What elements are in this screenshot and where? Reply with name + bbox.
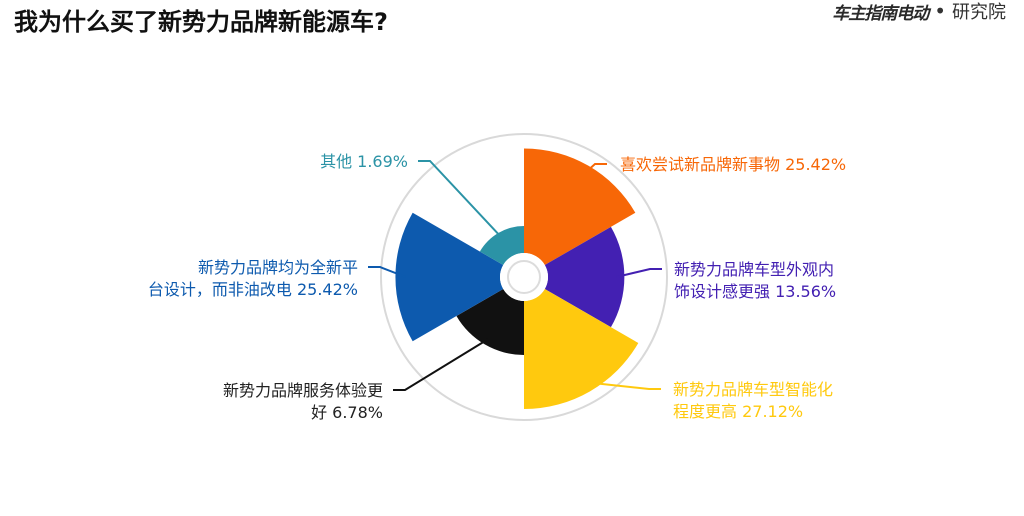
slice-label-0-0: 喜欢尝试新品牌新事物 25.42% xyxy=(620,155,846,174)
leader-line-2 xyxy=(584,381,661,390)
rose-slice-4 xyxy=(395,212,504,342)
rose-slice-3 xyxy=(456,289,524,355)
center-hub xyxy=(500,253,548,301)
brand-logo-mark: 车主指南电动 xyxy=(832,3,929,24)
slice-label-1-1: 饰设计感更强 13.56% xyxy=(674,282,836,301)
slice-label-5-0: 其他 1.69% xyxy=(320,152,408,171)
rose-slice-5 xyxy=(479,226,524,265)
chart-title: 我为什么买了新势力品牌新能源车? xyxy=(14,8,388,36)
slice-label-3-0: 新势力品牌服务体验更 xyxy=(223,381,383,400)
leader-lines xyxy=(368,160,662,391)
leader-line-3 xyxy=(393,338,489,391)
outer-ring xyxy=(380,133,668,421)
leader-line-5 xyxy=(418,160,502,238)
slice-label-3-1: 好 6.78% xyxy=(311,403,383,422)
slices xyxy=(395,148,639,409)
hub-ring xyxy=(507,260,541,294)
slice-label-4-0: 新势力品牌均为全新平 xyxy=(198,258,358,277)
brand-logo: 车主指南电动 • 研究院 xyxy=(832,0,1006,24)
rose-slice-2 xyxy=(524,289,639,409)
leader-line-4 xyxy=(368,266,407,278)
leader-line-1 xyxy=(616,268,662,278)
slice-label-2-0: 新势力品牌车型智能化 xyxy=(673,380,833,399)
slice-label-4-1: 台设计，而非油改电 25.42% xyxy=(148,280,358,299)
rose-slice-1 xyxy=(544,226,625,328)
brand-separator-dot: • xyxy=(934,0,946,23)
slice-label-2-1: 程度更高 27.12% xyxy=(673,402,803,421)
rose-slice-0 xyxy=(524,148,636,265)
leader-line-0 xyxy=(582,163,607,176)
brand-subtitle: 研究院 xyxy=(952,2,1006,23)
slice-label-1-0: 新势力品牌车型外观内 xyxy=(674,260,834,279)
outer-ring-circle xyxy=(380,133,668,421)
